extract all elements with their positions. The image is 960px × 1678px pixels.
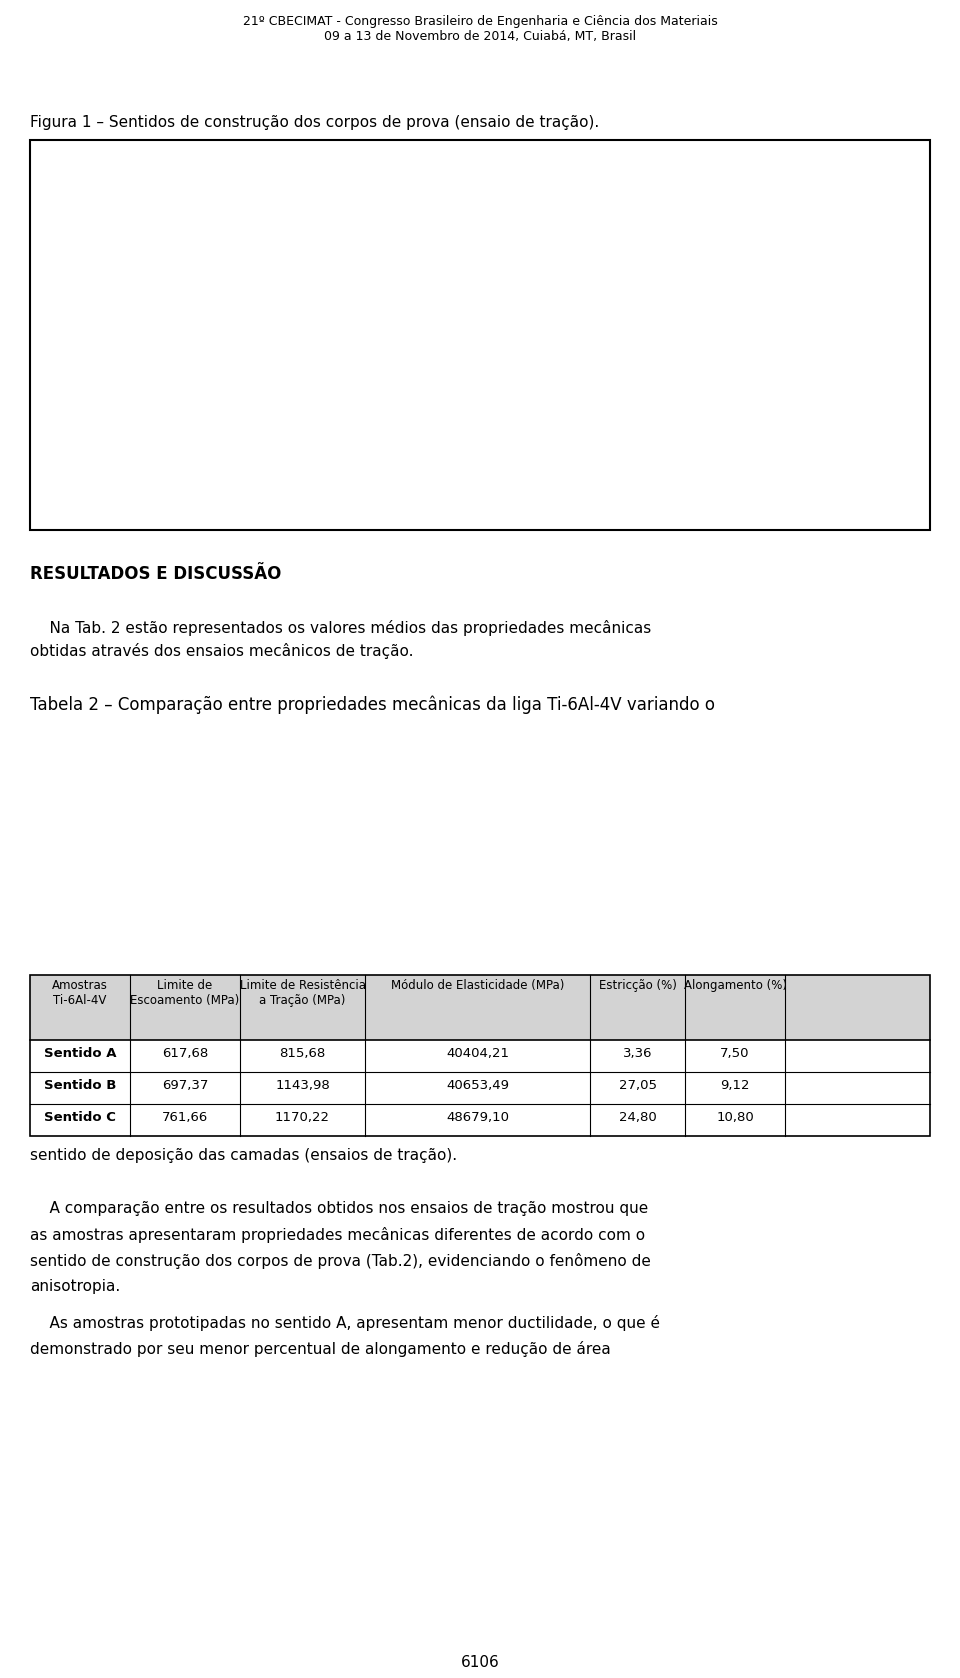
- Text: Sentido A: Sentido A: [44, 1047, 116, 1060]
- Text: 7,50: 7,50: [720, 1047, 750, 1060]
- Text: Figura 1 – Sentidos de construção dos corpos de prova (ensaio de tração).: Figura 1 – Sentidos de construção dos co…: [30, 116, 599, 129]
- Text: 48679,10: 48679,10: [446, 1111, 509, 1124]
- Text: 24,80: 24,80: [618, 1111, 657, 1124]
- Text: 9,12: 9,12: [720, 1079, 750, 1092]
- Text: Alongamento (%): Alongamento (%): [684, 978, 786, 992]
- Text: Estricção (%): Estricção (%): [599, 978, 677, 992]
- Text: 3,36: 3,36: [623, 1047, 652, 1060]
- Text: 09 a 13 de Novembro de 2014, Cuiabá, MT, Brasil: 09 a 13 de Novembro de 2014, Cuiabá, MT,…: [324, 30, 636, 44]
- FancyBboxPatch shape: [30, 139, 930, 530]
- Text: Sentido C: Sentido C: [44, 1111, 116, 1124]
- FancyBboxPatch shape: [30, 975, 930, 1040]
- Text: Tabela 2 – Comparação entre propriedades mecânicas da liga Ti-6Al-4V variando o: Tabela 2 – Comparação entre propriedades…: [30, 695, 715, 713]
- Text: 6106: 6106: [461, 1655, 499, 1670]
- Text: anisotropia.: anisotropia.: [30, 1279, 120, 1294]
- Text: 10,80: 10,80: [716, 1111, 754, 1124]
- Text: 617,68: 617,68: [162, 1047, 208, 1060]
- Text: 761,66: 761,66: [162, 1111, 208, 1124]
- Text: 1170,22: 1170,22: [275, 1111, 330, 1124]
- Text: Na Tab. 2 estão representados os valores médios das propriedades mecânicas: Na Tab. 2 estão representados os valores…: [30, 619, 651, 636]
- Text: Limite de
Escoamento (MPa): Limite de Escoamento (MPa): [131, 978, 240, 1007]
- Text: 40653,49: 40653,49: [446, 1079, 509, 1092]
- Text: Amostras
Ti-6Al-4V: Amostras Ti-6Al-4V: [52, 978, 108, 1007]
- Text: Limite de Resistência
a Tração (MPa): Limite de Resistência a Tração (MPa): [239, 978, 366, 1007]
- Text: 21º CBECIMAT - Congresso Brasileiro de Engenharia e Ciência dos Materiais: 21º CBECIMAT - Congresso Brasileiro de E…: [243, 15, 717, 29]
- Text: Sentido B: Sentido B: [44, 1079, 116, 1092]
- Text: sentido de construção dos corpos de prova (Tab.2), evidenciando o fenômeno de: sentido de construção dos corpos de prov…: [30, 1253, 651, 1269]
- Text: sentido de deposição das camadas (ensaios de tração).: sentido de deposição das camadas (ensaio…: [30, 1148, 457, 1163]
- Text: RESULTADOS E DISCUSSÃO: RESULTADOS E DISCUSSÃO: [30, 565, 281, 582]
- Text: as amostras apresentaram propriedades mecânicas diferentes de acordo com o: as amostras apresentaram propriedades me…: [30, 1227, 645, 1243]
- Text: 40404,21: 40404,21: [446, 1047, 509, 1060]
- Text: 815,68: 815,68: [279, 1047, 325, 1060]
- Text: Módulo de Elasticidade (MPa): Módulo de Elasticidade (MPa): [391, 978, 564, 992]
- Text: demonstrado por seu menor percentual de alongamento e redução de área: demonstrado por seu menor percentual de …: [30, 1341, 611, 1358]
- Text: A comparação entre os resultados obtidos nos ensaios de tração mostrou que: A comparação entre os resultados obtidos…: [30, 1201, 648, 1217]
- Text: 1143,98: 1143,98: [276, 1079, 330, 1092]
- Text: 27,05: 27,05: [618, 1079, 657, 1092]
- Text: obtidas através dos ensaios mecânicos de tração.: obtidas através dos ensaios mecânicos de…: [30, 643, 414, 659]
- Text: 697,37: 697,37: [162, 1079, 208, 1092]
- Text: As amostras prototipadas no sentido A, apresentam menor ductilidade, o que é: As amostras prototipadas no sentido A, a…: [30, 1316, 660, 1331]
